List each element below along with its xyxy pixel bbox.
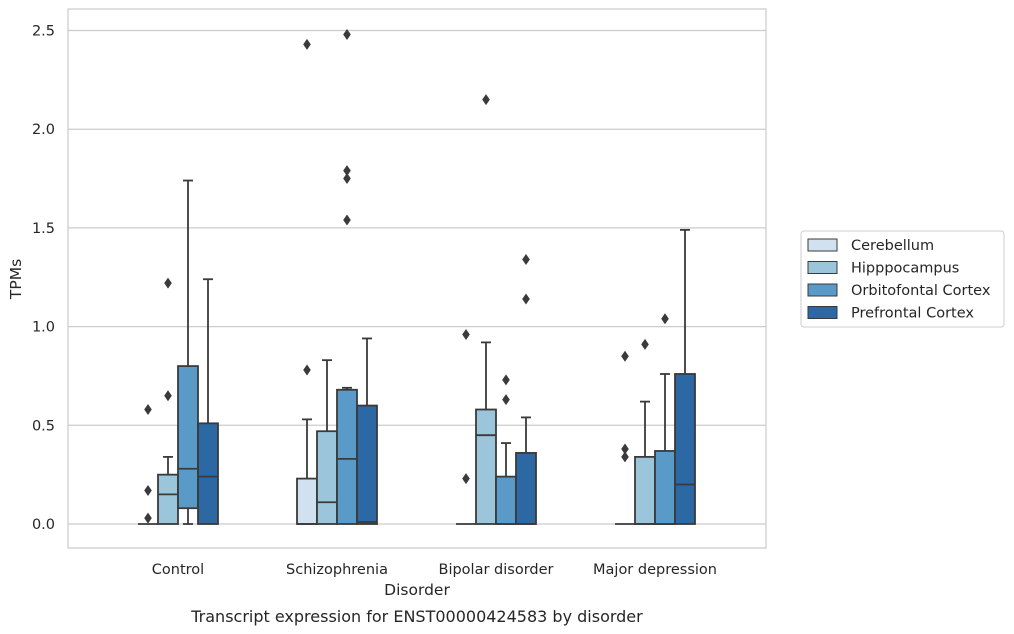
x-axis-label: Disorder bbox=[384, 581, 450, 599]
outlier-point bbox=[343, 165, 351, 177]
box-body bbox=[316, 430, 338, 525]
legend-label: Orbitofontal Cortex bbox=[851, 283, 991, 299]
series-hipppocampus bbox=[157, 94, 656, 525]
plot-frame bbox=[67, 8, 767, 549]
outlier-point bbox=[144, 404, 152, 416]
y-tick-label: 2.5 bbox=[32, 24, 55, 40]
outlier-point bbox=[502, 394, 510, 406]
box bbox=[336, 28, 358, 525]
box-body bbox=[356, 404, 378, 525]
series-orbitofontal-cortex bbox=[177, 28, 676, 525]
box-body bbox=[336, 388, 358, 525]
box-body bbox=[475, 408, 497, 525]
x-tick-labels: Control Schizophrenia Bipolar disorder Majo… bbox=[152, 562, 717, 578]
outlier-point bbox=[522, 293, 530, 305]
box-body bbox=[177, 365, 199, 510]
legend-label: Cerebellum bbox=[851, 238, 934, 254]
y-tick-label: 2.0 bbox=[32, 122, 55, 138]
outlier-point bbox=[502, 374, 510, 386]
outlier-point bbox=[343, 214, 351, 226]
y-tick-label: 1.5 bbox=[32, 221, 55, 237]
legend-swatch bbox=[807, 261, 838, 274]
box bbox=[138, 404, 158, 525]
x-tick-label: Control bbox=[152, 562, 204, 578]
y-tick-label: 1.0 bbox=[32, 320, 55, 336]
gridlines bbox=[68, 29, 766, 525]
legend-frame bbox=[800, 230, 1005, 328]
outlier-point bbox=[343, 28, 351, 40]
box-body bbox=[674, 373, 696, 525]
box-body bbox=[515, 452, 537, 525]
outlier-point bbox=[522, 253, 530, 265]
box bbox=[615, 350, 635, 525]
y-tick-labels: 0.0 0.5 1.0 1.5 2.0 2.5 bbox=[32, 24, 55, 534]
outlier-point bbox=[144, 512, 152, 524]
box bbox=[356, 337, 378, 525]
y-tick-label: 0.5 bbox=[32, 418, 55, 434]
box bbox=[654, 313, 676, 525]
x-tick-label: Schizophrenia bbox=[286, 562, 388, 578]
box bbox=[197, 278, 219, 525]
series-prefrontal-cortex bbox=[197, 228, 696, 525]
legend-label: Hipppocampus bbox=[851, 261, 959, 277]
legend-swatch bbox=[807, 283, 838, 297]
outlier-point bbox=[621, 451, 629, 463]
outlier-point bbox=[164, 277, 172, 289]
y-tick-label: 0.0 bbox=[32, 517, 55, 533]
box bbox=[157, 277, 179, 525]
box-body bbox=[654, 450, 676, 525]
outlier-point bbox=[641, 338, 649, 350]
box bbox=[515, 253, 537, 525]
box bbox=[296, 38, 318, 525]
outlier-point bbox=[462, 473, 470, 485]
box-body bbox=[495, 475, 517, 525]
outlier-point bbox=[303, 38, 311, 50]
y-axis-label: TPMs bbox=[7, 259, 25, 300]
outlier-point bbox=[303, 364, 311, 376]
box bbox=[177, 179, 199, 525]
box-body bbox=[296, 477, 318, 525]
series-cerebellum bbox=[138, 38, 635, 525]
legend-swatch bbox=[807, 238, 838, 252]
box bbox=[456, 328, 476, 525]
box bbox=[674, 228, 696, 525]
box bbox=[475, 94, 497, 525]
outlier-point bbox=[621, 350, 629, 362]
box-body bbox=[197, 422, 219, 525]
box-series bbox=[138, 28, 696, 525]
outlier-point bbox=[144, 484, 152, 496]
outlier-point bbox=[343, 173, 351, 185]
outlier-point bbox=[482, 94, 490, 106]
box-body bbox=[157, 473, 179, 525]
outlier-point bbox=[462, 328, 470, 340]
outlier-point bbox=[661, 313, 669, 325]
box-body bbox=[634, 455, 656, 525]
chart-caption: Transcript expression for ENST0000042458… bbox=[190, 607, 643, 626]
x-tick-label: Major depression bbox=[593, 562, 717, 578]
outlier-point bbox=[164, 390, 172, 402]
box bbox=[495, 374, 517, 525]
x-tick-label: Bipolar disorder bbox=[439, 562, 554, 578]
legend-label: Prefrontal Cortex bbox=[851, 306, 974, 322]
box bbox=[634, 338, 656, 525]
outlier-point bbox=[621, 443, 629, 455]
box bbox=[316, 359, 338, 525]
legend-swatch bbox=[807, 306, 838, 319]
legend: Cerebellum Hipppocampus Orbitofontal Corte… bbox=[800, 230, 1005, 328]
